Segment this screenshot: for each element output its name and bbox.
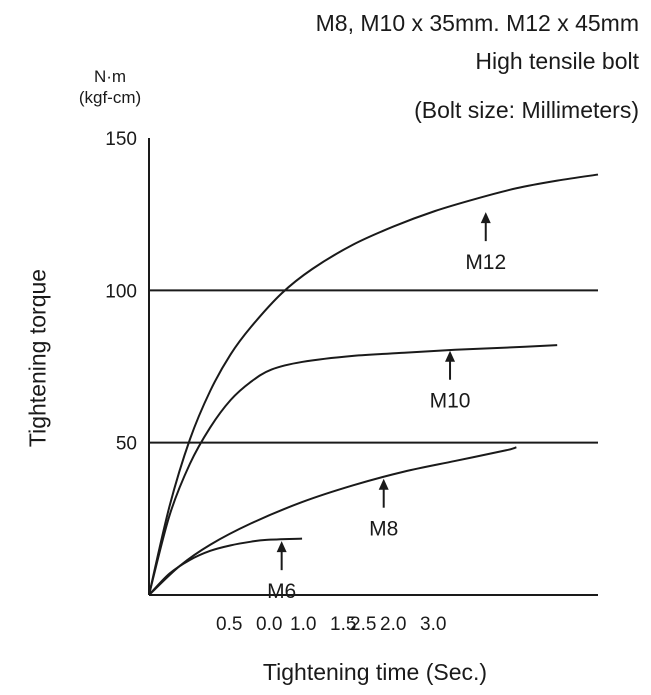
chart-title-line-1: M8, M10 x 35mm. M12 x 45mm [315, 10, 639, 36]
x-tick-label: 0.5 [216, 614, 242, 635]
series-line-m8 [148, 446, 517, 596]
arrow-head-m8 [378, 478, 389, 490]
y-tick-label: 100 [105, 281, 137, 302]
x-tick-label: 3.0 [420, 614, 446, 635]
y-tick-label: 150 [105, 129, 137, 150]
series-line-m12 [148, 173, 599, 596]
annotation-m12: M12 [465, 251, 506, 274]
arrow-head-m6 [276, 541, 287, 553]
series-line-m10 [148, 344, 558, 596]
x-tick-label: 2.0 [380, 614, 406, 635]
chart-title-line-2: High tensile bolt [475, 48, 639, 74]
y-unit-nm: N·m [93, 67, 127, 86]
y-unit-kgfcm: (kgf-cm) [78, 88, 142, 107]
arrow-head-m10 [445, 350, 456, 362]
x-tick-label: 2.5 [350, 614, 376, 635]
annotation-m8: M8 [369, 518, 398, 541]
arrow-head-m12 [480, 212, 491, 224]
x-tick-label: 1.5 [330, 614, 356, 635]
x-axis-label: Tightening time (Sec.) [262, 659, 488, 685]
annotation-m10: M10 [430, 390, 471, 413]
annotation-m6: M6 [267, 580, 296, 603]
x-tick-label: 1.0 [290, 614, 316, 635]
chart-subtitle: (Bolt size: Millimeters) [414, 97, 639, 123]
x-tick-label: 0.0 [256, 614, 282, 635]
y-tick-label: 50 [116, 434, 137, 455]
